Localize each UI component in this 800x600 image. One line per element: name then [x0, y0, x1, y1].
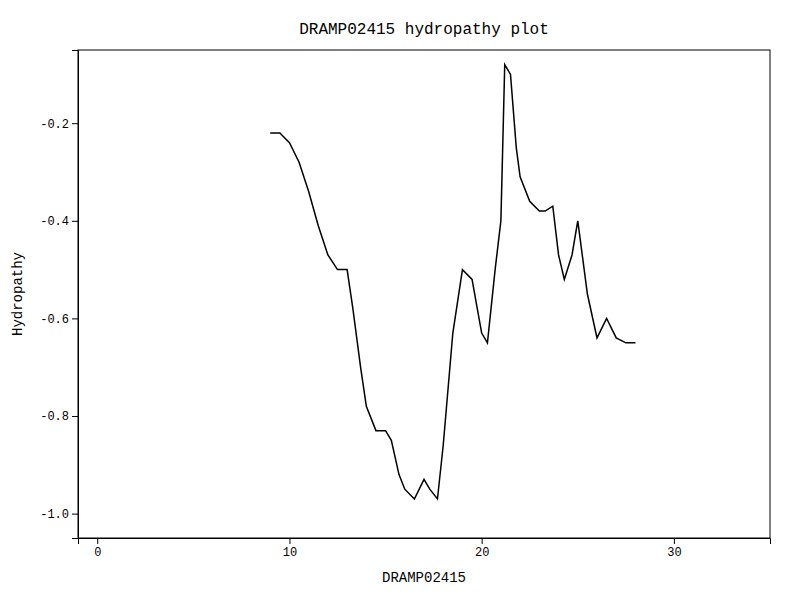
x-tick-label: 20: [475, 546, 489, 560]
y-tick-label: -0.2: [40, 118, 69, 132]
plot-area: 0 10 20 30 -1.0 -0.8 -0.6 -0.4 -0.2: [40, 50, 770, 560]
y-tick-label: -0.4: [40, 215, 69, 229]
y-axis-title: Hydropathy: [10, 252, 26, 336]
chart: 0 10 20 30 -1.0 -0.8 -0.6 -0.4 -0.2 DRAMP02415 hy…: [0, 0, 800, 600]
y-tick-label: -0.8: [40, 410, 69, 424]
plot-frame: [78, 50, 770, 538]
x-axis: 0 10 20 30: [79, 538, 771, 560]
y-axis: -1.0 -0.8 -0.6 -0.4 -0.2: [40, 51, 78, 539]
x-tick-label: 0: [94, 546, 101, 560]
x-tick-mark: [674, 538, 675, 544]
y-axis-line: [72, 51, 79, 539]
x-tick: 0: [94, 538, 101, 560]
y-tick-mark: [72, 416, 78, 417]
y-tick-mark: [72, 221, 78, 222]
x-axis-line: [79, 539, 771, 545]
y-tick-label: -0.6: [40, 313, 69, 327]
y-tick-mark: [72, 123, 78, 124]
x-axis-title: DRAMP02415: [382, 570, 466, 586]
chart-title: DRAMP02415 hydropathy plot: [299, 21, 549, 39]
y-tick: -0.2: [40, 118, 78, 132]
x-tick-label: 10: [283, 546, 297, 560]
hydropathy-line: [270, 65, 635, 499]
x-tick: 10: [283, 538, 297, 560]
y-tick-mark: [72, 318, 78, 319]
y-tick: -0.4: [40, 215, 78, 229]
x-tick-mark: [482, 538, 483, 544]
x-tick-mark: [289, 538, 290, 544]
y-tick: -1.0: [40, 508, 78, 522]
y-tick: -0.6: [40, 313, 78, 327]
y-tick-mark: [72, 514, 78, 515]
marks: [270, 65, 635, 499]
y-tick-label: -1.0: [40, 508, 69, 522]
y-tick: -0.8: [40, 410, 78, 424]
x-tick-label: 30: [667, 546, 681, 560]
x-tick: 20: [475, 538, 489, 560]
x-tick-mark: [97, 538, 98, 544]
x-tick: 30: [667, 538, 681, 560]
